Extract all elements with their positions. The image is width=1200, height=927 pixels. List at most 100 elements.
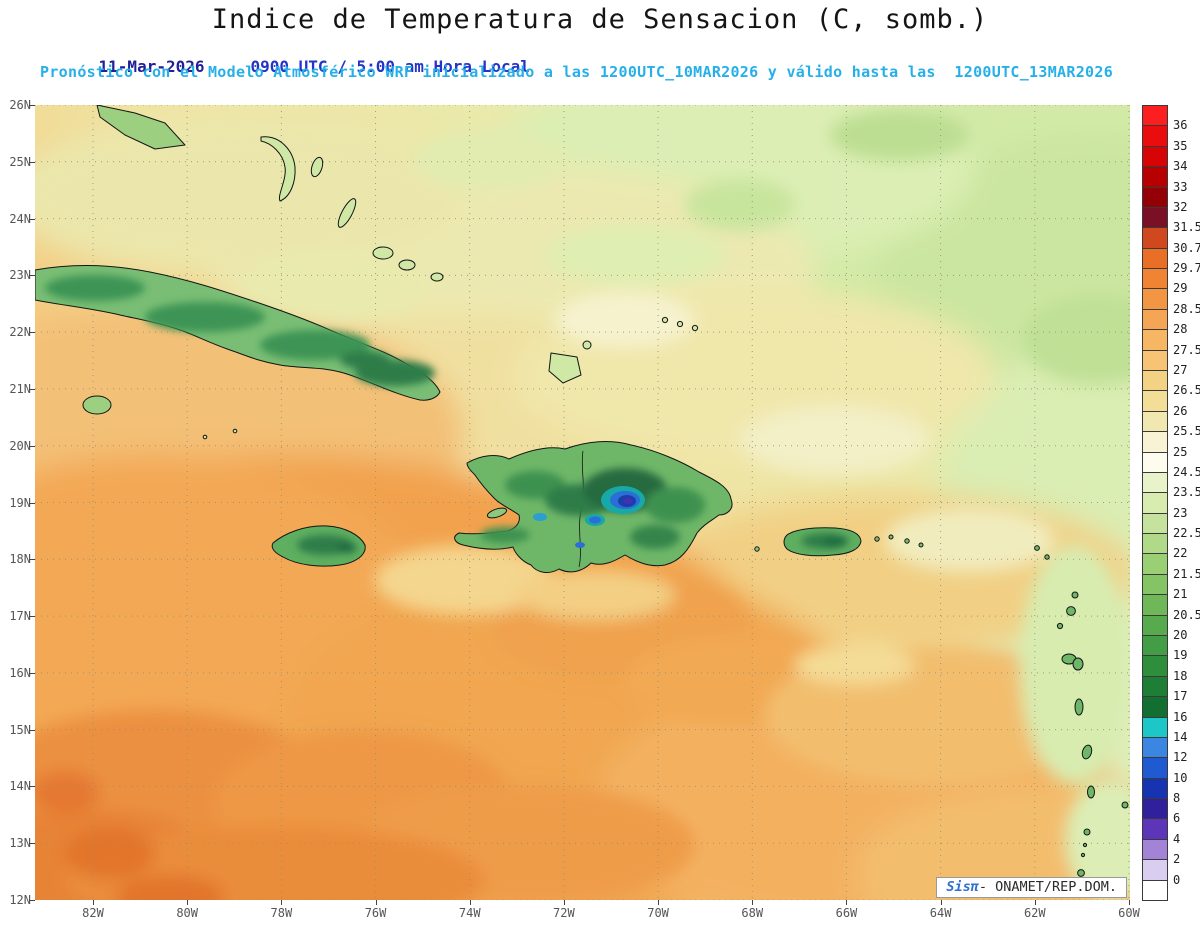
lon-tick [563, 900, 565, 905]
legend-swatch [1142, 105, 1168, 127]
legend-value-label: 18 [1173, 668, 1188, 683]
legend-swatch [1142, 308, 1168, 331]
lon-tick [93, 900, 94, 905]
attribution-text: - ONAMET/REP.DOM. [978, 879, 1117, 895]
cayman-islands [232, 428, 238, 434]
lat-tick [29, 218, 35, 220]
bahamas-islands [96, 105, 699, 384]
legend-value-label: 28 [1173, 322, 1188, 337]
lat-tick [29, 672, 35, 674]
lat-tick [29, 729, 35, 731]
lat-tick [29, 786, 35, 788]
legend-swatch [1142, 186, 1168, 208]
cold-spots [533, 486, 645, 548]
legend-swatch [1142, 553, 1168, 575]
lon-tick-label: 80W [176, 906, 199, 920]
legend-value-label: 23 [1173, 505, 1188, 520]
lat-tick [29, 900, 35, 901]
legend-value-label: 20 [1173, 628, 1188, 642]
lon-tick-label: 82W [82, 906, 104, 920]
lat-tick-label: 25N [9, 154, 31, 169]
legend-value-label: 31.5 [1173, 220, 1200, 235]
legend-swatch [1142, 206, 1168, 229]
isla-juventud-island [82, 395, 112, 415]
lon-tick-label: 60W [1118, 906, 1140, 920]
legend-value-label: 26.5 [1173, 383, 1200, 398]
forecast-time: 0900 UTC / 5:00 am Hora Local [250, 57, 530, 76]
lat-tick-label: 13N [9, 836, 31, 851]
legend-swatch [1142, 594, 1168, 616]
lat-tick [29, 445, 35, 447]
legend-swatch [1142, 512, 1168, 535]
legend-swatch [1142, 838, 1168, 861]
virgin-islands [874, 534, 924, 548]
legend-swatch [1142, 390, 1168, 412]
color-scale-legend: 36 35 34 33 32 31.5 30.7 29.7 29 28.5 28 27.5 27 26.5… [1142, 105, 1200, 901]
lon-tick [281, 900, 283, 905]
legend-value-label: 19 [1173, 648, 1188, 663]
lat-tick-label: 20N [9, 438, 31, 453]
lat-tick-label: 22N [9, 325, 31, 340]
lon-tick-label: 62W [1023, 906, 1046, 920]
legend-value-label: 23.5 [1173, 485, 1200, 500]
lon-tick-label: 72W [553, 906, 575, 920]
legend-swatch [1142, 716, 1168, 738]
legend-swatch [1142, 859, 1168, 881]
legend-value-label: 24.5 [1173, 464, 1200, 479]
lat-tick-label: 23N [9, 268, 31, 283]
lat-tick-label: 18N [9, 552, 31, 567]
legend-value-label: 10 [1173, 770, 1188, 785]
legend-value-label: 35 [1173, 138, 1188, 153]
gridlines [35, 105, 1130, 900]
mona-island [754, 546, 760, 552]
lat-tick [29, 502, 35, 504]
lon-tick [940, 900, 942, 905]
legend-value-label: 2 [1173, 852, 1181, 867]
lat-tick-label: 15N [9, 722, 31, 737]
legend-value-label: 12 [1173, 750, 1188, 765]
heat-index-map [35, 105, 1130, 900]
ocean-detail-field [35, 109, 1130, 900]
legend-swatch [1142, 533, 1168, 555]
legend-swatch [1142, 777, 1168, 800]
legend-swatch [1142, 675, 1168, 698]
legend-swatch [1142, 166, 1168, 188]
legend-swatch [1142, 818, 1168, 840]
lat-tick-label: 24N [9, 211, 31, 226]
legend-value-label: 25.5 [1173, 424, 1200, 439]
lat-tick-label: 21N [9, 381, 31, 396]
legend-value-label: 14 [1173, 729, 1188, 744]
lon-tick [658, 900, 660, 905]
forecast-date: 11-Mar-2026 [98, 57, 205, 76]
legend-value-label: 16 [1173, 709, 1188, 724]
legend-swatch [1142, 696, 1168, 718]
legend-swatch [1142, 757, 1168, 779]
legend-swatch [1142, 370, 1168, 392]
legend-swatch [1142, 288, 1168, 310]
legend-swatch [1142, 655, 1168, 677]
legend-swatch [1142, 431, 1168, 453]
legend-value-label: 27 [1173, 363, 1188, 377]
legend-value-label: 32 [1173, 199, 1188, 214]
legend-value-label: 6 [1173, 811, 1181, 826]
legend-swatch [1142, 410, 1168, 433]
legend-swatch [1142, 798, 1168, 820]
lon-tick-label: 74W [458, 906, 481, 920]
legend-swatch [1142, 227, 1168, 249]
legend-swatch [1142, 879, 1168, 901]
legend-value-label: 21 [1173, 587, 1188, 602]
lat-tick-label: 19N [9, 495, 31, 510]
lon-tick [469, 900, 471, 905]
legend-value-label: 28.5 [1173, 301, 1200, 316]
legend-swatch [1142, 635, 1168, 657]
lon-tick-label: 76W [364, 906, 387, 920]
lon-tick [1034, 900, 1036, 905]
legend-value-label: 25 [1173, 444, 1188, 459]
legend-value-label: 29.7 [1173, 261, 1200, 276]
model-info-line: Pronóstico con el Modelo Atmosférico WRF… [40, 63, 1114, 81]
legend-value-label: 22 [1173, 546, 1188, 561]
lon-tick [1128, 900, 1130, 905]
gonave-island [486, 507, 508, 519]
cayman-islands [202, 434, 208, 440]
legend-swatch [1142, 329, 1168, 351]
